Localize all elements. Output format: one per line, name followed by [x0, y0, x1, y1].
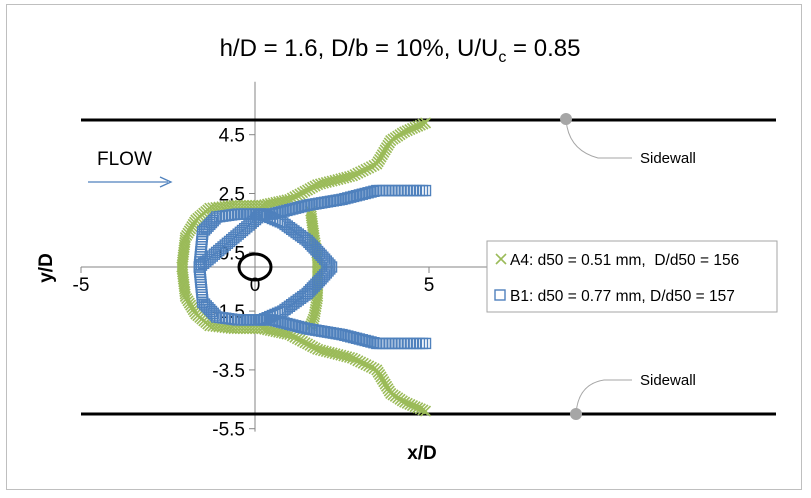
- data-point-a4: [176, 266, 189, 278]
- data-point-a4: [346, 170, 359, 182]
- data-point-b1: [356, 334, 368, 346]
- pier-circle: [237, 252, 273, 282]
- data-point-a4: [354, 356, 367, 368]
- data-point-b1: [284, 318, 296, 331]
- data-point-b1: [342, 330, 354, 342]
- data-point-b1: [362, 335, 374, 347]
- x-tick-label: -5: [73, 275, 90, 296]
- data-point-a4: [368, 363, 380, 375]
- data-point-b1: [365, 186, 377, 198]
- data-point-b1: [292, 320, 305, 333]
- data-point-b1: [298, 200, 310, 212]
- callout-dot-top: [560, 113, 572, 125]
- sidewall-label-bottom: Sidewall: [640, 372, 696, 389]
- data-point-a4: [179, 236, 191, 249]
- data-point-b1: [368, 337, 380, 349]
- legend: A4: d50 = 0.51 mm, D/d50 = 156 B1: d50 =…: [486, 240, 778, 313]
- data-point-a4: [352, 355, 364, 367]
- data-point-b1: [289, 202, 302, 214]
- callout-dot-bottom: [570, 408, 582, 420]
- data-point-b1: [295, 321, 308, 333]
- data-point-b1: [289, 320, 302, 332]
- data-point-b1: [365, 336, 377, 348]
- data-point-a4: [352, 167, 364, 179]
- flow-indicator: FLOW: [88, 149, 173, 188]
- data-point-b1: [371, 337, 383, 350]
- data-point-b1: [353, 333, 366, 345]
- data-point-b1: [281, 317, 293, 330]
- callout-line-bottom: [575, 379, 632, 415]
- data-point-a4: [363, 162, 375, 174]
- data-point-b1: [295, 201, 308, 213]
- data-point-b1: [339, 329, 351, 342]
- data-point-b1: [356, 188, 368, 200]
- y-tick-label: -5.5: [212, 420, 245, 441]
- data-point-b1: [347, 190, 360, 203]
- data-point-b1: [301, 323, 313, 335]
- data-point-a4: [371, 364, 383, 376]
- data-point-b1: [368, 185, 380, 197]
- data-point-b1: [256, 314, 268, 326]
- data-point-a4: [360, 359, 372, 371]
- data-point-b1: [284, 203, 296, 216]
- data-point-a4: [176, 263, 188, 276]
- data-point-a4: [354, 166, 367, 178]
- data-point-b1: [353, 189, 366, 201]
- y-tick-label: 4.5: [219, 126, 245, 147]
- legend-marker-b1: [494, 289, 506, 301]
- flow-label: FLOW: [97, 149, 152, 170]
- y-tick-label: -3.5: [212, 361, 245, 382]
- legend-box: [486, 240, 778, 313]
- data-point-b1: [345, 191, 357, 203]
- callout-line-top: [565, 118, 632, 159]
- x-axis-title: x/D: [407, 443, 437, 464]
- data-point-a4: [357, 165, 369, 177]
- data-point-a4: [360, 163, 372, 175]
- sidewall-callouts: Sidewall Sidewall: [560, 113, 696, 420]
- data-point-a4: [363, 360, 375, 372]
- legend-label-a4: A4: d50 = 0.51 mm, D/d50 = 156: [510, 252, 739, 269]
- data-point-b1: [200, 300, 212, 312]
- data-point-b1: [298, 322, 310, 334]
- data-point-b1: [359, 187, 371, 200]
- series-b1: [193, 184, 432, 350]
- data-point-a4: [176, 261, 188, 273]
- data-point-b1: [287, 203, 299, 215]
- data-point-b1: [258, 313, 271, 325]
- data-point-a4: [419, 117, 432, 129]
- data-point-b1: [419, 184, 432, 197]
- data-point-b1: [350, 190, 363, 202]
- sidewall-label-top: Sidewall: [640, 150, 696, 167]
- data-point-b1: [362, 187, 374, 199]
- plot-area: [176, 117, 432, 417]
- data-point-a4: [417, 118, 429, 130]
- data-point-b1: [347, 331, 360, 344]
- legend-marker-a4: [495, 253, 507, 265]
- data-point-b1: [287, 319, 299, 331]
- data-point-b1: [336, 193, 348, 206]
- data-point-a4: [365, 361, 377, 373]
- data-point-a4: [349, 168, 361, 181]
- data-point-b1: [350, 332, 363, 344]
- data-point-b1: [281, 204, 293, 217]
- data-point-b1: [345, 331, 357, 343]
- flow-arrow-head: [159, 176, 173, 188]
- y-axis-title: y/D: [36, 253, 57, 283]
- x-tick-label: 5: [424, 275, 435, 296]
- data-point-b1: [342, 192, 354, 204]
- data-point-b1: [339, 192, 351, 205]
- data-point-b1: [359, 334, 371, 347]
- data-point-b1: [292, 201, 305, 214]
- legend-label-b1: B1: d50 = 0.77 mm, D/d50 = 157: [510, 288, 735, 305]
- data-point-a4: [357, 357, 369, 369]
- chart-title: h/D = 1.6, D/b = 10%, U/Uc = 0.85: [220, 35, 581, 66]
- x-tick-label: 0: [250, 275, 261, 296]
